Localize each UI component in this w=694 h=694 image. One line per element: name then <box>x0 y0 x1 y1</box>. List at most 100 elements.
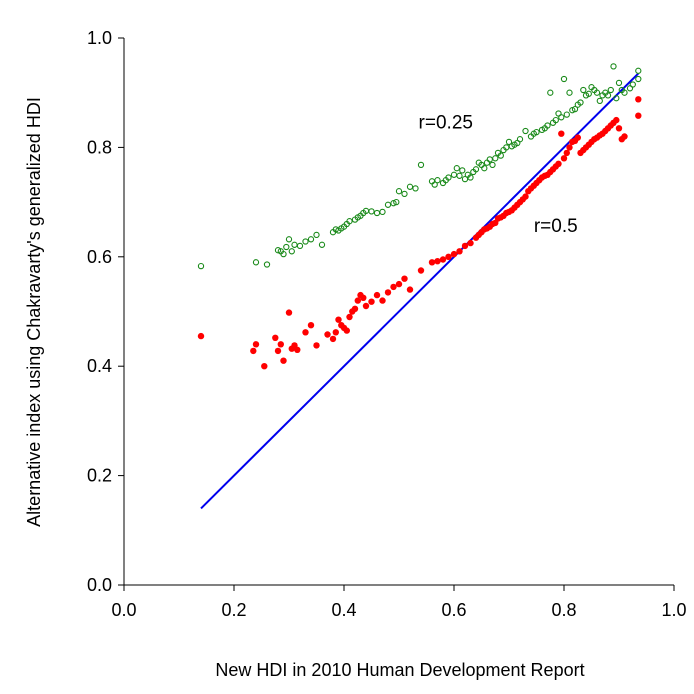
point-r05 <box>362 302 370 310</box>
point-r025 <box>481 165 488 172</box>
reference-line <box>200 72 639 510</box>
point-r025 <box>489 161 496 169</box>
point-r05 <box>274 347 282 355</box>
point-r05 <box>406 286 414 293</box>
point-r05 <box>461 242 469 250</box>
point-r025 <box>288 248 295 255</box>
point-r05 <box>379 297 386 304</box>
point-r05 <box>277 341 284 348</box>
point-r05 <box>346 313 353 321</box>
point-r025 <box>483 159 491 166</box>
points-layer <box>197 63 642 370</box>
x-tick-label: 0.4 <box>331 600 356 620</box>
point-r025 <box>197 262 205 270</box>
point-r05 <box>332 329 339 336</box>
point-r025 <box>533 128 540 136</box>
point-r025 <box>393 198 400 206</box>
point-r025 <box>522 127 529 135</box>
point-r025 <box>560 75 568 83</box>
point-r025 <box>577 99 584 106</box>
y-tick-label: 0.0 <box>87 575 112 595</box>
point-r025 <box>563 111 570 118</box>
point-r025 <box>431 181 438 188</box>
y-tick-label: 0.8 <box>87 137 112 157</box>
point-r05 <box>456 248 463 255</box>
y-tick-label: 0.2 <box>87 466 112 486</box>
point-r025 <box>280 250 287 258</box>
axes <box>123 38 674 586</box>
point-r025 <box>516 136 524 143</box>
x-tick-label: 1.0 <box>661 600 686 620</box>
point-r025 <box>291 241 298 248</box>
point-r025 <box>621 89 628 96</box>
point-r05 <box>467 239 474 247</box>
point-r05 <box>560 155 568 162</box>
point-r025 <box>615 79 623 87</box>
point-r025 <box>629 81 636 88</box>
point-r05 <box>272 334 279 341</box>
point-r025 <box>456 172 463 179</box>
point-r05 <box>574 134 581 141</box>
point-r05 <box>428 259 436 266</box>
point-r05 <box>635 96 642 103</box>
point-r025 <box>566 89 573 96</box>
point-r025 <box>596 97 603 105</box>
point-r025 <box>505 138 513 146</box>
y-tick-label: 0.6 <box>87 247 112 267</box>
point-r025 <box>450 171 458 178</box>
point-r05 <box>395 280 403 288</box>
point-r05 <box>450 250 458 258</box>
point-r05 <box>252 341 260 348</box>
point-r025 <box>492 155 499 162</box>
point-r025 <box>635 75 642 83</box>
point-r025 <box>379 208 386 216</box>
reference-line-layer <box>200 72 639 510</box>
point-r05 <box>335 316 342 323</box>
point-r025 <box>384 201 392 208</box>
point-r05 <box>434 258 441 265</box>
point-r025 <box>263 261 271 268</box>
point-r05 <box>302 329 309 336</box>
point-r025 <box>434 177 441 184</box>
x-tick-label: 0.0 <box>111 600 136 620</box>
point-r05 <box>401 275 408 282</box>
annotation-label: r=0.5 <box>534 216 578 237</box>
point-r05 <box>285 309 293 316</box>
point-r05 <box>368 298 375 305</box>
point-r025 <box>461 175 469 183</box>
point-r025 <box>417 161 425 169</box>
point-r025 <box>544 122 551 129</box>
ticks: 0.0 0.0 0.2 0.2 0.4 0.4 0.6 0.6 0.8 0.8 1.0 1.0 <box>87 28 687 620</box>
point-r025 <box>486 156 493 163</box>
point-r05 <box>563 149 570 157</box>
point-r05 <box>324 331 331 338</box>
x-tick-label: 0.8 <box>551 600 576 620</box>
point-r025 <box>283 243 290 251</box>
y-tick-label: 0.4 <box>87 356 112 376</box>
point-r025 <box>307 236 315 243</box>
point-r025 <box>593 89 601 96</box>
point-r05 <box>555 160 562 167</box>
point-r025 <box>274 247 282 254</box>
point-r05 <box>566 144 573 151</box>
point-r05 <box>294 346 301 353</box>
point-r025 <box>547 89 554 96</box>
point-r05 <box>613 116 620 124</box>
point-r05 <box>445 253 452 260</box>
point-r05 <box>261 363 268 370</box>
point-r05 <box>522 193 529 200</box>
point-r05 <box>351 305 359 312</box>
point-r05 <box>197 332 205 340</box>
point-r05 <box>280 357 287 364</box>
y-axis-title: Alternative index using Chakravarty's ge… <box>24 97 44 527</box>
point-r025 <box>313 231 320 239</box>
point-r05 <box>439 256 447 263</box>
point-r025 <box>445 174 452 181</box>
point-r025 <box>607 86 614 94</box>
point-r05 <box>384 289 392 296</box>
point-r05 <box>360 294 367 301</box>
x-tick-label: 0.2 <box>221 600 246 620</box>
annotations: r=0.25 r=0.5 <box>419 112 578 237</box>
point-r025 <box>472 166 480 173</box>
